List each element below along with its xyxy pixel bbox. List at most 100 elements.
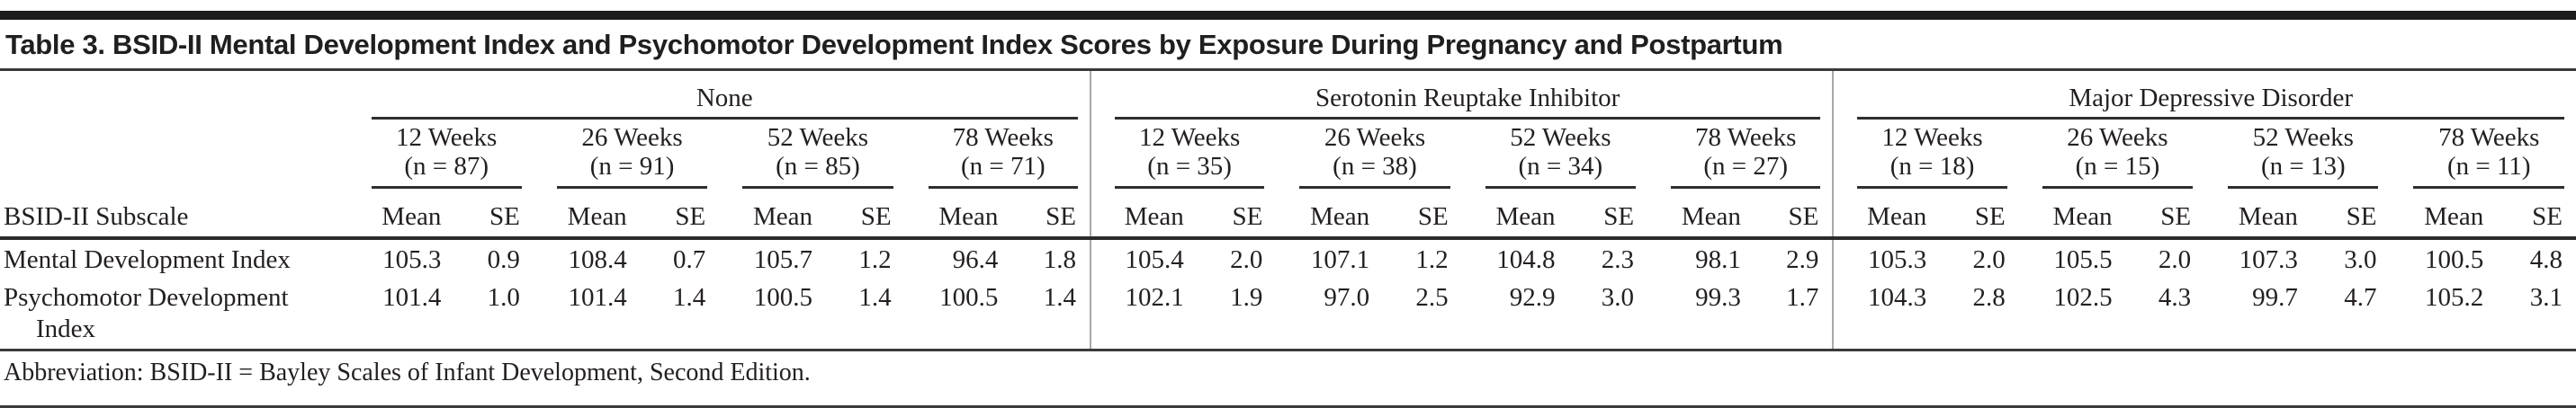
sample-size: (n = 34) [1518, 152, 1603, 181]
table-title: Table 3. BSID-II Mental Development Inde… [5, 29, 1783, 60]
table-title-block: Table 3. BSID-II Mental Development Inde… [0, 20, 2576, 71]
data-cell: 104.3 [1832, 282, 1941, 350]
data-cell: 107.1 [1310, 245, 1370, 274]
week-header: 26 Weeks (n = 38) [1276, 120, 1461, 189]
week-header-row: 12 Weeks (n = 87) 26 Weeks (n = 91) 52 Wee… [0, 120, 2576, 189]
data-cell: 3.1 [2529, 283, 2563, 312]
data-cell: 2.5 [1415, 283, 1449, 312]
mean-col-header: Mean [2204, 189, 2311, 240]
data-cell: 1.0 [487, 283, 520, 312]
sample-size: (n = 11) [2446, 152, 2531, 181]
data-cell: 105.7 [753, 245, 813, 274]
mean-col-header: Mean [1647, 189, 1755, 240]
se-col-header: SE [1011, 189, 1091, 240]
data-cell: 2.0 [2158, 245, 2192, 274]
data-cell: 0.7 [672, 245, 706, 274]
data-cell: 1.4 [672, 283, 706, 312]
mean-col-header: Mean [533, 189, 641, 240]
data-cell: 4.3 [2158, 283, 2192, 312]
week-header: 78 Weeks (n = 27) [1647, 120, 1833, 189]
group-header-mdd: Major Depressive Disorder [1832, 71, 2576, 120]
data-cell: 0.9 [487, 245, 520, 274]
se-col-header: SE [2311, 189, 2391, 240]
group-header-none: None [348, 71, 1091, 120]
week-header: 52 Weeks (n = 85) [719, 120, 904, 189]
data-cell: 100.5 [939, 283, 999, 312]
sample-size: (n = 27) [1703, 152, 1789, 181]
se-col-header: SE [2125, 189, 2205, 240]
week-header: 52 Weeks (n = 13) [2204, 120, 2390, 189]
sample-size: (n = 91) [589, 152, 675, 181]
data-cell: 1.2 [858, 245, 892, 274]
data-cell: 4.7 [2344, 283, 2377, 312]
data-cell: 99.7 [2252, 283, 2298, 312]
data-cell: 100.5 [2425, 245, 2484, 274]
data-cell: 2.9 [1786, 245, 1819, 274]
sample-size: (n = 87) [404, 152, 489, 181]
group-header-row: None Serotonin Reuptake Inhibitor Major … [0, 71, 2576, 120]
data-cell: 102.1 [1089, 282, 1198, 350]
data-cell: 1.4 [858, 283, 892, 312]
mean-col-header: Mean [719, 189, 827, 240]
data-cell: 102.5 [2053, 283, 2113, 312]
sample-size: (n = 38) [1333, 152, 1417, 181]
data-cell: 2.0 [1972, 245, 2006, 274]
data-cell: 107.3 [2239, 245, 2298, 274]
se-col-header: SE [1383, 189, 1462, 240]
data-cell: 1.7 [1786, 283, 1819, 312]
row-label: Mental Development Index [4, 245, 291, 274]
data-cell: 96.4 [952, 245, 999, 274]
sample-size: (n = 15) [2075, 152, 2160, 181]
data-cell: 2.3 [1601, 245, 1635, 274]
group-header-sri: Serotonin Reuptake Inhibitor [1089, 71, 1834, 120]
week-header: 12 Weeks (n = 18) [1832, 120, 2019, 189]
corner-spacer [0, 71, 348, 120]
stat-header-row: BSID-II Subscale Mean SE Mean SE Mean SE… [0, 189, 2576, 240]
week-header: 78 Weeks (n = 71) [905, 120, 1091, 189]
data-cell: 2.8 [1972, 283, 2006, 312]
data-cell: 105.2 [2425, 283, 2484, 312]
top-rule-bar [0, 11, 2576, 20]
se-col-header: SE [1940, 189, 2019, 240]
data-cell: 3.0 [2344, 245, 2377, 274]
sample-size: (n = 18) [1889, 152, 1975, 181]
se-col-header: SE [1754, 189, 1834, 240]
week-header: 26 Weeks (n = 15) [2019, 120, 2204, 189]
se-col-header: SE [1197, 189, 1277, 240]
data-cell: 3.0 [1601, 283, 1635, 312]
table-row-psychomotor-development-index: Psychomotor Development Index 101.4 1.0 … [0, 282, 2576, 350]
data-cell: 1.8 [1043, 245, 1076, 274]
mean-col-header: Mean [1089, 189, 1198, 240]
se-col-header: SE [1568, 189, 1648, 240]
week-header: 26 Weeks (n = 91) [534, 120, 719, 189]
data-cell: 108.4 [568, 245, 627, 274]
row-label: Psychomotor Development Index [4, 283, 289, 343]
sample-size: (n = 85) [776, 152, 860, 181]
se-col-header: SE [640, 189, 720, 240]
mean-col-header: Mean [904, 189, 1012, 240]
row-header-label: BSID-II Subscale [0, 189, 348, 240]
mean-col-header: Mean [1832, 189, 1941, 240]
data-cell: 104.8 [1496, 245, 1556, 274]
footnote-row: Abbreviation: BSID-II = Bayley Scales of… [0, 349, 2576, 408]
mean-col-header: Mean [347, 189, 455, 240]
week-header: 12 Weeks (n = 35) [1089, 120, 1277, 189]
data-cell: 100.5 [753, 283, 813, 312]
data-cell: 105.3 [1832, 238, 1941, 282]
data-cell: 105.4 [1089, 238, 1198, 282]
table-row-mental-development-index: Mental Development Index 105.3 0.9 108.4… [0, 238, 2576, 282]
sample-size: (n = 71) [960, 152, 1046, 181]
data-cell: 101.4 [382, 283, 442, 312]
week-header: 12 Weeks (n = 87) [348, 120, 534, 189]
sample-size: (n = 35) [1147, 152, 1232, 181]
mean-col-header: Mean [1461, 189, 1569, 240]
data-cell: 99.3 [1695, 283, 1741, 312]
mean-col-header: Mean [2390, 189, 2498, 240]
data-cell: 105.3 [382, 245, 442, 274]
data-cell: 98.1 [1695, 245, 1741, 274]
data-cell: 92.9 [1509, 283, 1556, 312]
data-cell: 4.8 [2529, 245, 2563, 274]
week-header: 78 Weeks (n = 11) [2390, 120, 2576, 189]
mean-col-header: Mean [1276, 189, 1384, 240]
se-col-header: SE [2497, 189, 2576, 240]
